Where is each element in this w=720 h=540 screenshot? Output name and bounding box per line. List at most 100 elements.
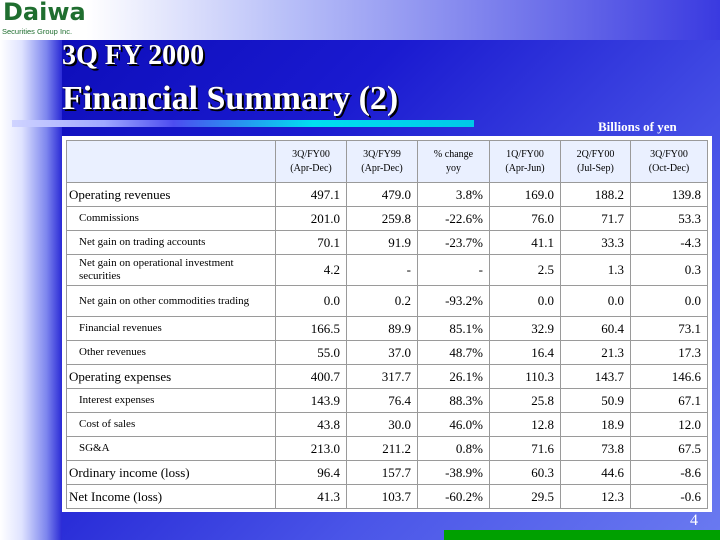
table-cell: 211.2 [346,436,418,461]
table-row: Other revenues 55.0 37.0 48.7% 16.4 21.3… [66,340,708,365]
table-cell: 76.4 [346,388,418,413]
table-row: Net gain on operational investment secur… [66,254,708,286]
table-cell: 317.7 [346,364,418,389]
table-cell: 71.7 [560,206,631,231]
table-cell: 43.8 [275,412,347,437]
table-cell: 25.8 [489,388,561,413]
table-cell: -60.2% [417,484,490,509]
table-cell: 73.8 [560,436,631,461]
table-cell: 497.1 [275,182,347,207]
row-label: Financial revenues [66,316,276,341]
table-row: Cost of sales 43.8 30.0 46.0% 12.8 18.9 … [66,412,708,437]
table-cell: 0.2 [346,285,418,317]
table-cell: 91.9 [346,230,418,255]
row-label: Operating revenues [66,182,276,207]
table-cell: 0.8% [417,436,490,461]
table-cell: 157.7 [346,460,418,485]
table-cell: 0.0 [489,285,561,317]
table-cell: 60.4 [560,316,631,341]
table-cell: 143.7 [560,364,631,389]
table-panel: 3Q/FY00 (Apr-Dec) 3Q/FY99 (Apr-Dec) % chan… [62,136,712,512]
table-cell: 73.1 [630,316,708,341]
row-label: Net Income (loss) [66,484,276,509]
table-cell: 2.5 [489,254,561,286]
row-label: Ordinary income (loss) [66,460,276,485]
table-cell: 29.5 [489,484,561,509]
table-cell: 12.0 [630,412,708,437]
header-cell: % change yoy [417,140,490,183]
table-cell: 213.0 [275,436,347,461]
table-cell: 188.2 [560,182,631,207]
table-row: Net Income (loss) 41.3 103.7 -60.2% 29.5… [66,484,708,509]
table-cell: 1.3 [560,254,631,286]
table-cell: - [346,254,418,286]
table-cell: 400.7 [275,364,347,389]
table-row: Net gain on trading accounts 70.1 91.9 -… [66,230,708,255]
table-cell: 33.3 [560,230,631,255]
table-cell: 166.5 [275,316,347,341]
table-cell: 3.8% [417,182,490,207]
header-cell: 1Q/FY00 (Apr-Jun) [489,140,561,183]
header-cell: 3Q/FY00 (Oct-Dec) [630,140,708,183]
table-cell: 88.3% [417,388,490,413]
table-cell: 17.3 [630,340,708,365]
row-label: Cost of sales [66,412,276,437]
table-cell: 146.6 [630,364,708,389]
table-cell: 70.1 [275,230,347,255]
table-cell: 60.3 [489,460,561,485]
table-cell: 89.9 [346,316,418,341]
table-cell: 37.0 [346,340,418,365]
row-label: Interest expenses [66,388,276,413]
table-cell: -4.3 [630,230,708,255]
table-cell: 143.9 [275,388,347,413]
table-row: Operating revenues 497.1 479.0 3.8% 169.… [66,182,708,207]
table-row: Net gain on other commodities trading 0.… [66,285,708,317]
table-cell: -93.2% [417,285,490,317]
table-cell: 67.5 [630,436,708,461]
table-cell: 50.9 [560,388,631,413]
table-cell: 12.8 [489,412,561,437]
table-cell: 96.4 [275,460,347,485]
table-cell: 139.8 [630,182,708,207]
table-cell: -23.7% [417,230,490,255]
table-cell: 259.8 [346,206,418,231]
table-cell: 21.3 [560,340,631,365]
table-row: Operating expenses 400.7 317.7 26.1% 110… [66,364,708,389]
slide-title: Financial Summary (2) [62,80,399,117]
table-cell: 30.0 [346,412,418,437]
table-cell: 0.3 [630,254,708,286]
units-label: Billions of yen [598,119,677,134]
table-cell: 479.0 [346,182,418,207]
title-underline-bar [12,120,474,127]
table-cell: -22.6% [417,206,490,231]
row-label: Net gain on other commodities trading [66,285,276,317]
table-cell: -0.6 [630,484,708,509]
table-cell: 41.3 [275,484,347,509]
table-cell: - [417,254,490,286]
table-row: Ordinary income (loss) 96.4 157.7 -38.9%… [66,460,708,485]
company-logo: Daiwa Securities Group Inc. [0,0,86,40]
bottom-accent-bar [444,530,720,540]
table-cell: 26.1% [417,364,490,389]
table-cell: 46.0% [417,412,490,437]
table-cell: 18.9 [560,412,631,437]
table-cell: 67.1 [630,388,708,413]
table-cell: 41.1 [489,230,561,255]
table-cell: -38.9% [417,460,490,485]
row-label: Other revenues [66,340,276,365]
table-cell: 48.7% [417,340,490,365]
header-cell: 3Q/FY99 (Apr-Dec) [346,140,418,183]
row-label: Commissions [66,206,276,231]
logo-wordmark: Daiwa [3,0,86,26]
table-header-row: 3Q/FY00 (Apr-Dec) 3Q/FY99 (Apr-Dec) % chan… [66,140,708,183]
header-cell: 3Q/FY00 (Apr-Dec) [275,140,347,183]
table-cell: 169.0 [489,182,561,207]
table-row: SG&A 213.0 211.2 0.8% 71.6 73.8 67.5 [66,436,708,461]
row-label: SG&A [66,436,276,461]
table-cell: 4.2 [275,254,347,286]
left-gradient-panel [0,0,62,540]
table-cell: 85.1% [417,316,490,341]
table-cell: -8.6 [630,460,708,485]
financial-summary-table: 3Q/FY00 (Apr-Dec) 3Q/FY99 (Apr-Dec) % chan… [66,140,708,509]
slide-title-period: 3Q FY 2000 [62,40,205,71]
